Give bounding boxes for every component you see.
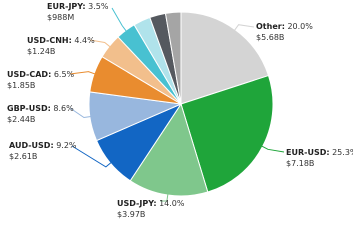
slice-label: AUD-USD 9.2% $2.61B xyxy=(9,140,77,162)
slice-percent: 4.4% xyxy=(74,36,95,45)
slice-label: Other 20.0%$5.68B xyxy=(256,21,313,43)
slice-percent: 14.0% xyxy=(159,199,185,208)
slice-label: EUR-JPY 3.5% $988M xyxy=(47,1,108,23)
slice-amount: $5.68B xyxy=(256,33,285,42)
slice-amount: $1.85B xyxy=(7,81,36,90)
slice-label: USD-CAD 6.5% $1.85B xyxy=(7,69,74,91)
slice-name: GBP-USD xyxy=(7,104,51,113)
slice-label: GBP-USD 8.6% $2.44B xyxy=(7,103,74,125)
slice-percent: 3.5% xyxy=(88,2,109,11)
slice-name: EUR-JPY xyxy=(47,2,86,11)
chart: Other 20.0%$5.68B EUR-USD 25.3% $7.18B USD-… xyxy=(7,1,353,220)
slice-percent: 6.5% xyxy=(53,70,75,79)
leader-line xyxy=(233,24,255,32)
slice-label: EUR-USD 25.3% $7.18B xyxy=(286,147,353,169)
slice-amount: $1.24B xyxy=(27,47,56,56)
slice-name: USD-CNH xyxy=(27,36,72,45)
slice-percent: 20.0% xyxy=(287,22,313,31)
slice-amount: $7.18B xyxy=(286,159,315,168)
slice-name: USD-JPY xyxy=(117,199,157,208)
leader-line xyxy=(111,7,128,33)
slice-percent: 9.2% xyxy=(56,141,77,150)
slice-amount: $988M xyxy=(47,13,75,22)
slice-name: Other xyxy=(256,22,285,31)
leader-line xyxy=(260,145,285,153)
leader-line xyxy=(159,192,169,202)
leader-line xyxy=(71,145,113,168)
leader-line xyxy=(69,107,92,119)
leader-line xyxy=(69,71,97,75)
slice-amount: $2.61B xyxy=(9,152,38,161)
slice-name: EUR-USD xyxy=(286,148,330,157)
slice-amount: $3.97B xyxy=(117,210,146,219)
slice-name: AUD-USD xyxy=(9,141,54,150)
slice-name: USD-CAD xyxy=(7,70,51,79)
slice-label: USD-JPY 14.0% $3.97B xyxy=(117,198,184,220)
slice-percent: 25.3% xyxy=(332,148,353,157)
pie-canvas xyxy=(69,7,285,202)
slice-label: USD-CNH 4.4% $1.24B xyxy=(27,35,95,57)
leader-line xyxy=(89,39,112,48)
slice-percent: 8.6% xyxy=(53,104,74,113)
slice-amount: $2.44B xyxy=(7,115,36,124)
pie-slice xyxy=(164,11,182,105)
